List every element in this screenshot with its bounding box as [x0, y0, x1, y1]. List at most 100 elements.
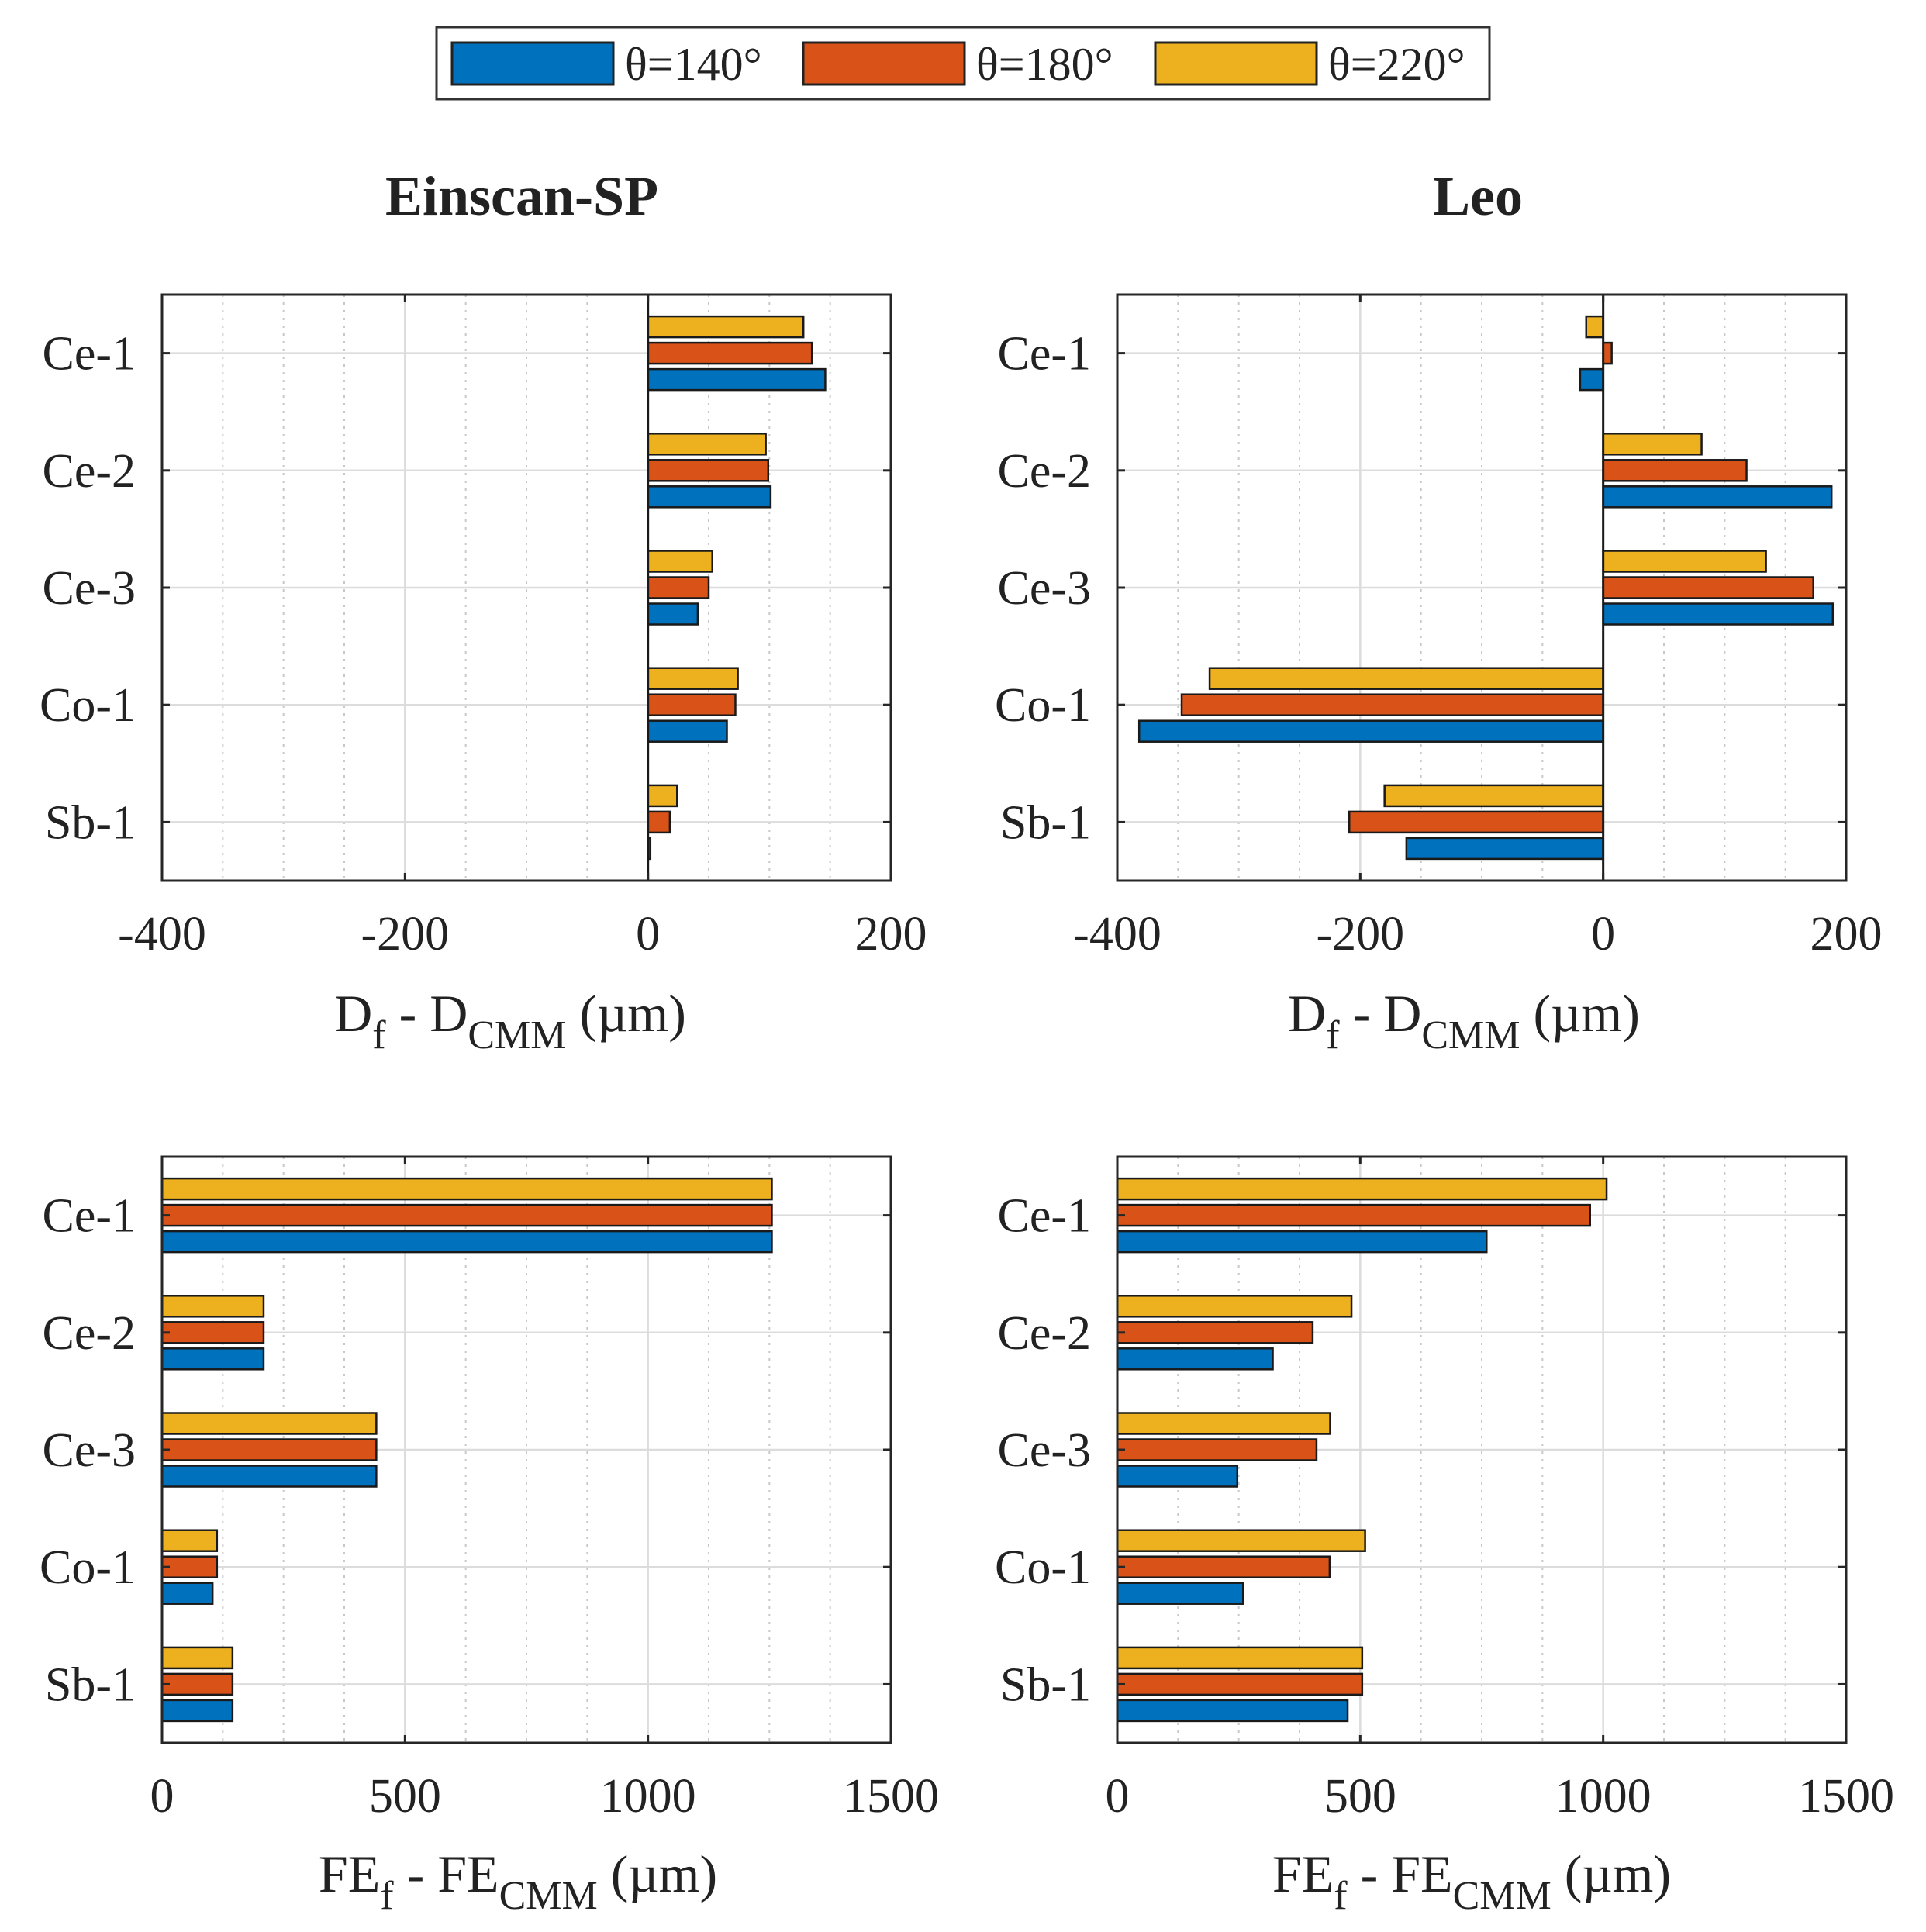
legend-swatch-220	[1154, 41, 1318, 86]
bar-sb-1-2	[1116, 1646, 1364, 1670]
bar-co-1-2	[1208, 667, 1604, 690]
bar-ce-3-2	[647, 550, 713, 573]
bar-ce-2-0	[1116, 1347, 1274, 1371]
bar-co-1-1	[647, 693, 737, 716]
bar-sb-1-1	[1116, 1672, 1364, 1696]
x-axis-label-top-right: Df - DCMM (µm)	[1288, 984, 1640, 1057]
chart-einscan-form-error: 0 500 1000 1500 Ce-1 Ce-2 Ce-3 Co-1 Sb-1	[40, 1155, 939, 1823]
bar-co-1-0	[647, 719, 728, 743]
bar-ce-1-2	[160, 1177, 773, 1201]
bar-ce-3-1	[647, 576, 710, 599]
x-tick-label: 1500	[1798, 1770, 1894, 1823]
legend-label-140: θ=140°	[625, 39, 762, 90]
bar-ce-2-0	[647, 485, 772, 509]
bar-sb-1-1	[160, 1672, 234, 1696]
bar-co-1-0	[1137, 719, 1604, 743]
bar-ce-3-0	[1602, 602, 1835, 626]
bar-co-1-2	[647, 667, 739, 690]
bar-co-1-1	[1180, 693, 1604, 716]
bar-ce-2-2	[1116, 1295, 1353, 1318]
bar-co-1-2	[1116, 1529, 1366, 1552]
bar-ce-3-0	[160, 1465, 378, 1488]
bar-ce-1-1	[1602, 341, 1613, 365]
bar-ce-2-2	[1602, 433, 1703, 456]
bar-sb-1-0	[160, 1699, 234, 1723]
bar-ce-2-2	[160, 1295, 265, 1318]
legend-swatch-140	[450, 41, 615, 86]
bar-sb-1-0	[1116, 1699, 1349, 1723]
chart-einscan-diameter: -400 -200 0 200 Ce-1 Ce-2 Ce-3 Co-1 Sb-1	[40, 293, 927, 961]
bar-sb-1-1	[1348, 810, 1604, 834]
y-tick-label: Ce-2	[42, 1307, 136, 1360]
bar-ce-2-2	[647, 433, 767, 456]
bar-sb-1-0	[1405, 837, 1604, 861]
bar-ce-3-1	[1116, 1438, 1318, 1461]
x-tick-label: 500	[1324, 1770, 1396, 1823]
x-tick-label: 1000	[1555, 1770, 1652, 1823]
bar-ce-1-1	[1116, 1203, 1591, 1227]
column-title-leo: Leo	[1433, 165, 1523, 227]
y-tick-label: Sb-1	[45, 796, 136, 849]
bar-ce-2-1	[1116, 1321, 1314, 1344]
y-tick-label: Co-1	[995, 1541, 1091, 1594]
x-tick-label: 200	[855, 908, 927, 961]
x-tick-label: 0	[1106, 1770, 1130, 1823]
bar-ce-3-1	[1602, 576, 1814, 599]
bar-ce-2-1	[1602, 459, 1748, 482]
x-tick-label: -400	[1073, 908, 1161, 961]
y-tick-label: Co-1	[40, 679, 136, 732]
bar-ce-1-0	[1579, 367, 1604, 392]
bar-ce-3-0	[647, 602, 699, 626]
bar-ce-2-1	[647, 459, 770, 482]
bar-co-1-1	[160, 1555, 219, 1578]
y-tick-label: Ce-3	[42, 1424, 136, 1477]
legend-swatch-180	[802, 41, 966, 86]
bar-ce-1-2	[1116, 1177, 1608, 1201]
x-tick-label: 0	[150, 1770, 174, 1823]
x-tick-label: 200	[1810, 908, 1883, 961]
x-tick-label: 0	[1591, 908, 1615, 961]
bar-ce-3-2	[160, 1412, 378, 1435]
y-tick-label: Co-1	[40, 1541, 136, 1594]
y-tick-label: Ce-1	[42, 328, 136, 381]
bar-ce-1-1	[160, 1203, 773, 1227]
bar-co-1-0	[1116, 1582, 1244, 1605]
bar-ce-1-0	[647, 367, 827, 392]
bar-sb-1-2	[160, 1646, 234, 1670]
bar-ce-3-2	[1116, 1412, 1331, 1435]
y-tick-label: Ce-3	[42, 562, 136, 615]
column-title-einscan: Einscan-SP	[385, 165, 658, 227]
legend: θ=140° θ=180° θ=220°	[435, 26, 1491, 101]
bar-ce-3-2	[1602, 550, 1767, 573]
bar-ce-1-0	[160, 1230, 773, 1254]
y-tick-label: Ce-1	[997, 1190, 1091, 1243]
y-tick-label: Ce-2	[997, 445, 1091, 498]
bar-sb-1-1	[647, 810, 671, 834]
y-tick-label: Ce-1	[42, 1190, 136, 1243]
bar-ce-2-0	[160, 1347, 265, 1371]
x-tick-label: 1500	[843, 1770, 939, 1823]
bar-co-1-2	[160, 1529, 219, 1552]
legend-label-220: θ=220°	[1328, 39, 1465, 90]
bar-ce-1-0	[1116, 1230, 1488, 1254]
legend-label-180: θ=180°	[976, 39, 1113, 90]
x-axis-label-top-left: Df - DCMM (µm)	[334, 984, 686, 1057]
bar-sb-1-2	[1383, 784, 1604, 808]
bar-ce-2-1	[160, 1321, 265, 1344]
bar-ce-3-1	[160, 1438, 378, 1461]
y-tick-label: Sb-1	[1000, 796, 1091, 849]
bar-ce-3-0	[1116, 1465, 1239, 1488]
chart-leo-diameter: -400 -200 0 200 Ce-1 Ce-2 Ce-3 Co-1 Sb-1	[995, 293, 1883, 961]
bar-ce-1-2	[1585, 315, 1604, 339]
y-tick-label: Ce-2	[997, 1307, 1091, 1360]
bar-ce-2-0	[1602, 485, 1833, 509]
x-tick-label: 500	[369, 1770, 441, 1823]
x-tick-label: -200	[361, 908, 450, 961]
y-tick-label: Ce-3	[997, 1424, 1091, 1477]
y-tick-label: Ce-1	[997, 328, 1091, 381]
bar-ce-1-1	[647, 341, 813, 365]
bar-ce-1-2	[647, 315, 805, 339]
x-tick-label: -200	[1317, 908, 1405, 961]
x-axis-label-bottom-left: FEf - FECMM (µm)	[319, 1844, 717, 1918]
chart-leo-form-error: 0 500 1000 1500 Ce-1 Ce-2 Ce-3 Co-1 Sb-1	[995, 1155, 1894, 1823]
